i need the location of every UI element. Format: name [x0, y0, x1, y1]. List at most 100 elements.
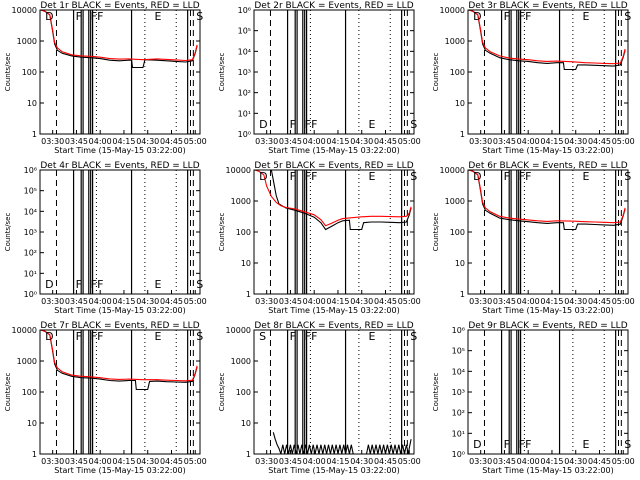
y-axis-label: Counts/sec	[4, 373, 12, 412]
x-tick-label: 03:45	[493, 457, 516, 466]
event-marker-label: F	[290, 170, 296, 183]
y-tick-label: 1000	[17, 37, 37, 46]
event-marker-label: FF	[91, 330, 104, 343]
y-tick-label: 10²	[452, 409, 465, 418]
y-tick-label: 10⁰	[452, 450, 465, 459]
event-marker-label: F	[290, 330, 296, 343]
series-line-events	[272, 432, 412, 454]
y-tick-label: 10	[27, 419, 37, 428]
x-tick-label: 03:30	[469, 457, 492, 466]
event-marker-label: D	[473, 10, 481, 23]
x-tick-label: 04:15	[112, 297, 135, 306]
event-marker-label: S	[196, 330, 203, 343]
panel-title: Det 8r BLACK = Events, RED = LLD	[254, 321, 413, 331]
x-tick-label: 05:00	[184, 297, 207, 306]
x-tick-label: 05:00	[184, 137, 207, 146]
x-tick-label: 05:00	[398, 457, 421, 466]
y-tick-label: 100	[22, 388, 37, 397]
x-tick-label: 03:45	[279, 457, 302, 466]
plot-frame	[39, 329, 201, 455]
y-axis-label: Counts/sec	[432, 53, 440, 92]
x-tick-label: 03:45	[65, 457, 88, 466]
x-tick-label: 04:30	[136, 137, 159, 146]
event-marker-label: FF	[91, 278, 104, 291]
x-tick-label: 03:30	[469, 137, 492, 146]
y-tick-label: 1	[460, 130, 465, 139]
x-tick-label: 04:45	[588, 457, 611, 466]
y-tick-label: 10³	[238, 68, 251, 77]
x-tick-label: 03:30	[255, 457, 278, 466]
y-tick-label: 10²	[24, 249, 37, 258]
plot-frame	[39, 9, 201, 135]
event-marker-label: E	[154, 10, 161, 23]
event-marker-label: FF	[305, 118, 318, 131]
y-tick-label: 10⁶	[452, 326, 465, 335]
event-marker-label: S	[410, 170, 417, 183]
plot-frame	[467, 9, 629, 135]
x-tick-label: 04:15	[112, 457, 135, 466]
x-tick-label: 03:30	[41, 457, 64, 466]
x-tick-label: 04:45	[374, 297, 397, 306]
y-tick-label: 10¹	[238, 109, 251, 118]
event-marker-label: E	[582, 170, 589, 183]
event-marker-label: S	[196, 10, 203, 23]
x-axis-label: Start Time (15-May-15 03:22:00)	[268, 146, 399, 155]
x-axis-label: Start Time (15-May-15 03:22:00)	[268, 466, 399, 475]
x-tick-label: 04:45	[374, 137, 397, 146]
event-marker-label: D	[259, 170, 267, 183]
x-tick-label: 03:45	[279, 137, 302, 146]
x-tick-label: 04:30	[564, 297, 587, 306]
y-tick-label: 10000	[440, 166, 465, 175]
y-tick-label: 10⁵	[24, 187, 37, 196]
event-marker-label: D	[45, 278, 53, 291]
y-tick-label: 1	[246, 450, 251, 459]
event-marker-label: FF	[519, 170, 532, 183]
x-tick-label: 04:30	[350, 297, 373, 306]
event-marker-label: S	[624, 10, 631, 23]
series-line-events	[40, 10, 198, 69]
event-marker-label: D	[259, 118, 267, 131]
series-line-lld	[40, 330, 198, 382]
x-axis-label: Start Time (15-May-15 03:22:00)	[482, 466, 613, 475]
y-tick-label: 10	[241, 419, 251, 428]
series-line-lld	[468, 170, 626, 224]
x-tick-label: 04:00	[517, 457, 540, 466]
event-marker-label: FF	[305, 170, 318, 183]
x-tick-label: 04:00	[517, 137, 540, 146]
y-tick-label: 1000	[445, 197, 465, 206]
event-marker-label: E	[154, 330, 161, 343]
event-marker-label: F	[504, 170, 510, 183]
event-marker-label: F	[290, 118, 296, 131]
x-tick-label: 04:30	[136, 297, 159, 306]
event-marker-label: F	[76, 10, 82, 23]
event-marker-label: S	[196, 278, 203, 291]
x-tick-label: 03:30	[255, 297, 278, 306]
y-tick-label: 10⁴	[238, 47, 251, 56]
y-tick-label: 10⁵	[452, 347, 465, 356]
y-tick-label: 10	[27, 99, 37, 108]
event-marker-label: E	[154, 278, 161, 291]
event-marker-label: FF	[519, 10, 532, 23]
x-tick-label: 03:30	[255, 137, 278, 146]
y-tick-label: 10⁰	[24, 290, 37, 299]
event-marker-label: FF	[91, 10, 104, 23]
x-tick-label: 04:15	[540, 457, 563, 466]
x-tick-label: 04:30	[350, 457, 373, 466]
x-tick-label: 04:15	[540, 297, 563, 306]
event-marker-label: E	[368, 330, 375, 343]
panel-title: Det 5r BLACK = Events, RED = LLD	[254, 161, 413, 171]
x-tick-label: 03:45	[65, 137, 88, 146]
event-marker-label: F	[504, 438, 510, 451]
y-axis-label: Counts/sec	[4, 213, 12, 252]
panel-title: Det 3r BLACK = Events, RED = LLD	[468, 1, 627, 11]
x-tick-label: 04:00	[303, 457, 326, 466]
y-tick-label: 10⁶	[238, 6, 251, 15]
y-tick-label: 10¹	[452, 429, 465, 438]
y-tick-label: 10⁰	[238, 130, 251, 139]
